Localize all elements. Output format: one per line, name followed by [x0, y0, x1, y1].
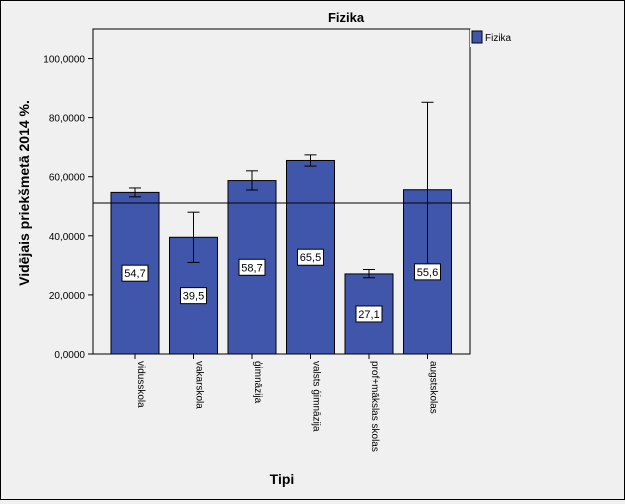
y-tick-label: 20,0000	[49, 291, 86, 302]
data-label: 55,6	[417, 267, 438, 279]
y-tick-label: 80,0000	[49, 114, 86, 125]
x-tick-label: valsts ģimnāzija	[311, 361, 324, 432]
y-tick-label: 100,0000	[43, 55, 85, 66]
data-label: 54,7	[124, 268, 145, 280]
legend-label: Fizika	[485, 33, 512, 44]
data-label-box	[355, 305, 383, 323]
y-tick-label: 60,0000	[49, 173, 86, 184]
x-tick-label: vidusskola	[135, 361, 146, 408]
y-axis-title: Vidējais priekšmetā 2014 %.	[16, 100, 32, 286]
data-label: 58,7	[241, 262, 262, 274]
x-tick-label: ģimnāzija	[252, 361, 265, 404]
x-tick-label: prof+mākslas skolas	[369, 361, 380, 452]
x-tick-label: augstskolas	[428, 361, 439, 414]
data-label-box	[121, 264, 149, 282]
y-tick-label: 40,0000	[49, 232, 86, 243]
chart-title: Fizika	[328, 10, 365, 25]
data-labels: 54,7 39,5 58,7 65,5 27,1 55,6	[121, 248, 441, 323]
x-axis-title: Tipi	[270, 471, 295, 487]
x-axis: vidusskola vakarskola ģimnāzija valsts ģimn…	[134, 354, 439, 452]
error-bars	[129, 101, 434, 279]
legend-box	[470, 29, 623, 47]
data-label-box	[414, 263, 441, 281]
y-axis: 0,0000 20,0000 40,0000 60,0000 80,0000 100,00…	[43, 55, 93, 361]
y-tick-label: 0,0000	[54, 350, 85, 361]
x-tick-label: vakarskola	[194, 361, 205, 409]
data-label: 27,1	[358, 309, 379, 321]
data-label: 65,5	[300, 252, 321, 264]
legend-swatch	[471, 30, 483, 44]
data-label-box	[238, 258, 266, 276]
data-label-box	[180, 287, 207, 305]
data-label-box	[297, 248, 324, 266]
legend: Fizika	[470, 29, 623, 47]
data-label: 39,5	[183, 291, 204, 303]
